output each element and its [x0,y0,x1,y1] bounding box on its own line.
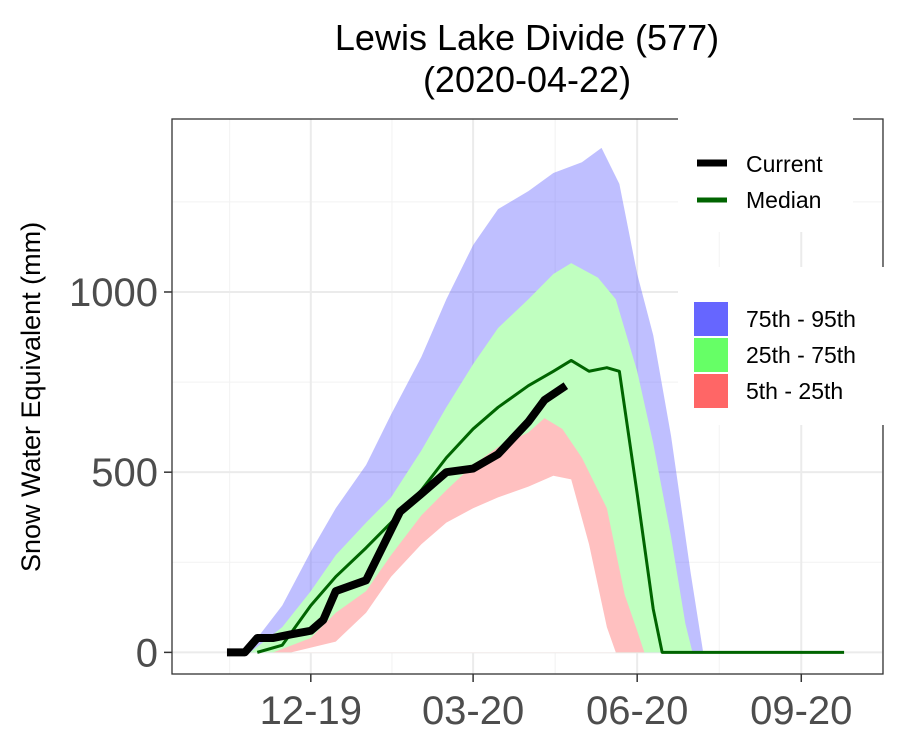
legend-lines: Current Median [678,110,853,232]
band-p5-area [291,475,616,653]
x-tick-label: 03-20 [422,689,524,733]
x-tick-label: 12-19 [260,689,362,733]
series-line-median [256,358,845,654]
x-tick-label: 09-20 [750,689,852,733]
legend-p5-p25-label: 5th - 25th [746,378,843,404]
legend-p75-p95-swatch [694,302,728,336]
chart-title-line1: Lewis Lake Divide (577) [335,17,719,58]
x-tick-label: 06-20 [586,689,688,733]
percentile-bands [244,147,704,653]
series-line-current [226,382,569,657]
series-lines [226,358,845,657]
legend-p5-p25-swatch [694,374,728,408]
y-axis-ticks: 0 500 1000 [69,271,172,675]
legend-bands: 75th - 95th 25th - 75th 5th - 25th [678,267,886,425]
chart-title-line2: (2020-04-22) [423,59,631,100]
legend-p25-p75-label: 25th - 75th [746,342,856,368]
legend-p25-p75-swatch [694,338,728,372]
y-tick-label: 500 [91,451,158,495]
y-tick-label: 0 [136,631,158,675]
y-tick-label: 1000 [69,271,158,315]
legend-median-label: Median [746,187,821,213]
y-axis-label: Snow Water Equivalent (mm) [16,222,46,572]
x-axis-ticks: 12-19 03-20 06-20 09-20 [260,674,852,733]
legend-current-label: Current [746,151,823,177]
legend-lines-background [678,110,853,232]
legend-p75-p95-label: 75th - 95th [746,306,856,332]
